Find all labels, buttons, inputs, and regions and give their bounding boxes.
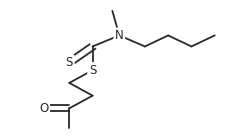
Text: O: O <box>39 102 48 115</box>
Text: N: N <box>115 29 124 42</box>
Text: S: S <box>89 64 96 77</box>
Text: S: S <box>66 56 73 69</box>
